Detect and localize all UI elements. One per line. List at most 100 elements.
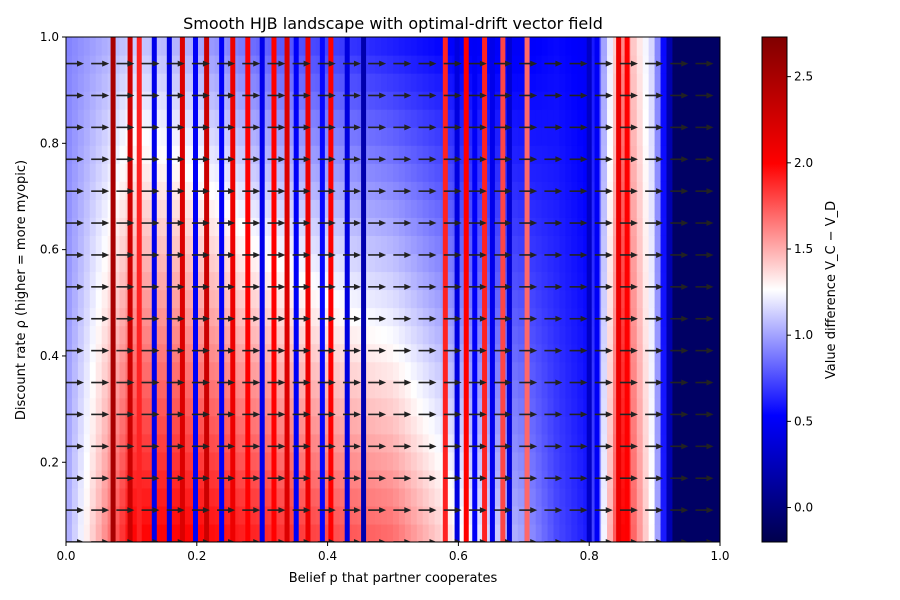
drift-arrow xyxy=(544,156,563,163)
drift-arrow xyxy=(91,443,110,450)
y-axis-ticks: 0.20.40.60.81.0 xyxy=(40,30,66,469)
heatmap-cell xyxy=(565,145,572,164)
heatmap-cell xyxy=(511,325,519,345)
heatmap-cell xyxy=(387,505,394,525)
heatmap-cell xyxy=(535,469,543,489)
heatmap-cell xyxy=(535,109,543,128)
heatmap-cell xyxy=(89,487,97,507)
heatmap-cell xyxy=(274,433,281,453)
heatmap-cell xyxy=(458,325,465,345)
drift-arrow xyxy=(91,251,110,258)
heatmap-cell xyxy=(268,109,275,128)
heatmap-cell xyxy=(541,325,549,345)
drift-arrow xyxy=(91,60,110,67)
heatmap-cell xyxy=(184,37,192,56)
heatmap-cell xyxy=(672,361,679,381)
heatmap-cell xyxy=(369,361,376,381)
heatmap-cell xyxy=(250,91,257,110)
drift-arrow xyxy=(166,475,185,482)
drift-arrow xyxy=(468,507,487,514)
heatmap-stripe xyxy=(245,37,251,542)
drift-arrow xyxy=(695,379,714,386)
heatmap-cell xyxy=(208,127,216,146)
heatmap-cell xyxy=(339,217,347,236)
heatmap-cell xyxy=(559,379,567,399)
heatmap-cell xyxy=(428,505,436,525)
heatmap-cell xyxy=(678,199,685,218)
heatmap-cell xyxy=(208,451,216,471)
heatmap-cell xyxy=(428,199,436,218)
heatmap-cell xyxy=(702,127,709,146)
drift-arrow xyxy=(670,124,689,131)
heatmap-cell xyxy=(553,109,561,128)
heatmap-cell xyxy=(511,199,519,218)
drift-arrow xyxy=(418,315,437,322)
heatmap-cell xyxy=(571,523,578,542)
heatmap-cell xyxy=(428,397,436,417)
heatmap-cell xyxy=(541,109,549,128)
heatmap-cell xyxy=(155,361,162,381)
heatmap-cell xyxy=(363,469,370,489)
heatmap-cell xyxy=(77,523,85,542)
heatmap-cell xyxy=(607,289,614,309)
drift-arrow xyxy=(292,251,311,258)
heatmap-cell xyxy=(309,109,317,128)
heatmap-cell xyxy=(274,379,281,399)
drift-arrow xyxy=(393,188,412,195)
heatmap-cell xyxy=(398,199,406,218)
heatmap-cell xyxy=(363,361,370,381)
heatmap-stripe xyxy=(204,37,210,542)
heatmap-cell xyxy=(83,37,91,56)
heatmap-cell xyxy=(214,199,222,218)
heatmap-cell xyxy=(589,307,596,327)
heatmap-cell xyxy=(387,343,394,363)
heatmap-cell xyxy=(155,289,162,309)
drift-arrow xyxy=(645,283,664,290)
heatmap-cell xyxy=(357,415,364,435)
heatmap-cell xyxy=(66,127,73,146)
drift-arrow xyxy=(393,539,412,542)
heatmap-cell xyxy=(517,451,525,471)
heatmap-cell xyxy=(297,379,305,399)
drift-arrow xyxy=(695,124,714,131)
heatmap-cell xyxy=(250,235,257,255)
heatmap-cell xyxy=(630,145,638,164)
drift-arrow xyxy=(166,315,185,322)
heatmap-cell xyxy=(434,163,442,182)
heatmap-cell xyxy=(601,271,608,291)
heatmap-cell xyxy=(173,163,180,182)
heatmap-cell xyxy=(393,487,400,507)
heatmap-cell xyxy=(702,325,709,345)
heatmap-cell xyxy=(184,271,192,291)
drift-arrow xyxy=(494,475,513,482)
drift-arrow xyxy=(141,347,160,354)
heatmap-stripe xyxy=(293,37,299,542)
drift-arrow xyxy=(242,539,261,542)
heatmap-cell xyxy=(642,415,650,435)
heatmap-cell xyxy=(71,379,79,399)
heatmap-cell xyxy=(232,523,240,542)
heatmap-cell xyxy=(351,415,358,435)
heatmap-cell xyxy=(226,505,234,525)
heatmap-cell xyxy=(630,397,638,417)
drift-arrow xyxy=(619,251,638,258)
heatmap-cell xyxy=(416,397,424,417)
heatmap-cell xyxy=(274,253,281,273)
drift-arrow xyxy=(292,475,311,482)
heatmap-cell xyxy=(428,37,436,56)
heatmap-stripe xyxy=(361,37,367,542)
heatmap-cell xyxy=(494,487,501,507)
heatmap-cell xyxy=(71,289,79,309)
heatmap-cell xyxy=(256,451,263,471)
heatmap-cell xyxy=(636,109,644,128)
heatmap-cell xyxy=(226,37,234,56)
heatmap-cell xyxy=(404,361,412,381)
heatmap-cell xyxy=(387,199,394,218)
heatmap-cell xyxy=(678,289,685,309)
heatmap-cell xyxy=(184,487,192,507)
heatmap-cell xyxy=(648,505,656,525)
heatmap-cell xyxy=(119,109,127,128)
heatmap-cell xyxy=(571,163,578,182)
heatmap-cell xyxy=(583,37,590,56)
heatmap-cell xyxy=(618,37,626,56)
